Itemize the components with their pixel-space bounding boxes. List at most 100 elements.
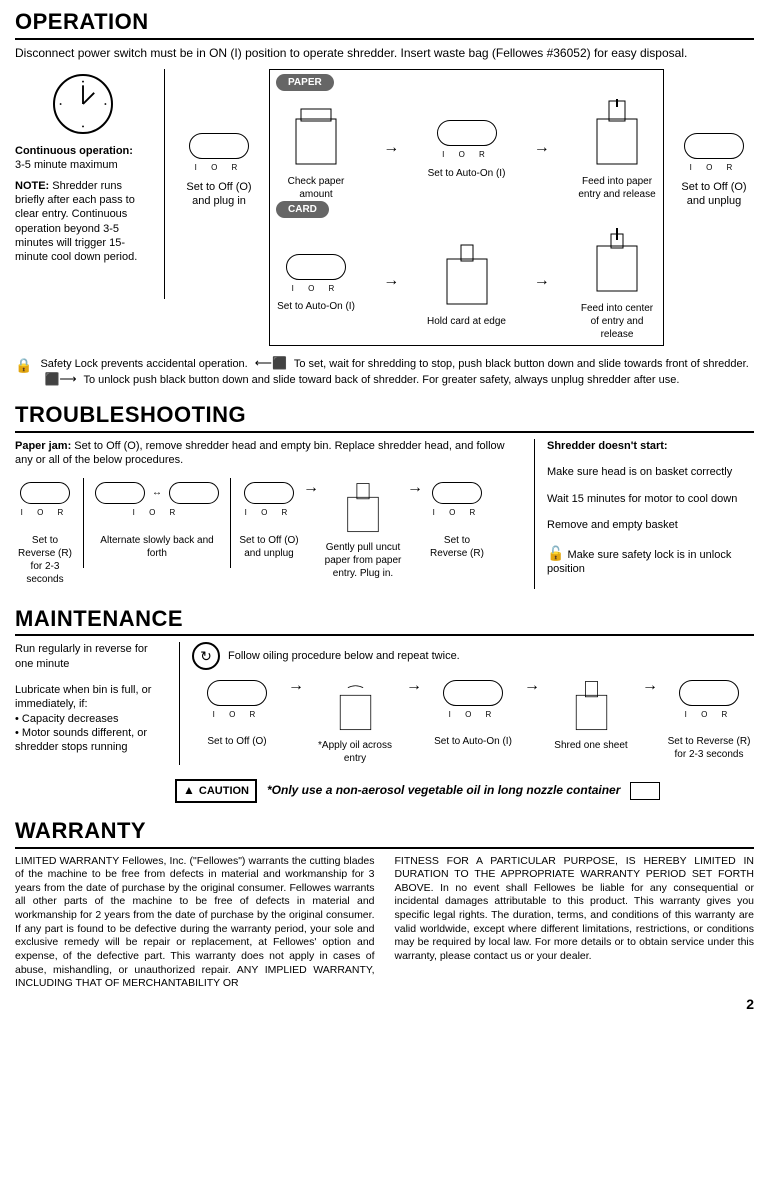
switch-icon: [432, 482, 482, 504]
maint-step-5: I O R Set to Reverse (R) for 2-3 seconds: [664, 676, 754, 760]
arrow-icon: →: [642, 676, 658, 697]
paper-step-2: I O R Set to Auto-On (I): [427, 116, 507, 179]
paper-step-3: Feed into paper entry and release: [577, 95, 657, 201]
shredder-icon: [286, 99, 346, 171]
shredder-icon: [587, 99, 647, 171]
arrow-icon: →: [383, 138, 399, 159]
arrow-icon: →: [534, 138, 550, 159]
ts-step-5: I O R Set to Reverse (R): [427, 478, 487, 560]
ts-step-2: ↔ I O R Alternate slowly back and forth: [92, 478, 222, 560]
paper-jam-text: Set to Off (O), remove shredder head and…: [15, 440, 505, 466]
clock-icon: [53, 74, 113, 134]
lubricate-intro: Lubricate when bin is full, or immediate…: [15, 683, 167, 712]
safety-line1b: To set, wait for shredding to stop, push…: [294, 358, 749, 370]
shredder-icon: [437, 239, 497, 311]
ts-step-3: I O R Set to Off (O) and unplug: [239, 478, 299, 560]
arrow-icon: →: [303, 478, 319, 499]
shredder-icon: [338, 482, 388, 537]
switch-icon: [684, 133, 744, 159]
arrow-icon: →: [524, 676, 540, 697]
maintenance-right: ↻ Follow oiling procedure below and repe…: [192, 642, 754, 765]
shredder-icon: [564, 680, 619, 735]
note-label: NOTE:: [15, 180, 49, 192]
continuous-text: 3-5 minute maximum: [15, 158, 150, 172]
operation-plugin-col: I O R Set to Off (O) and plug in: [179, 69, 259, 208]
arrow-icon: ↔: [152, 486, 162, 499]
operation-unplug-col: I O R Set to Off (O) and unplug: [674, 69, 754, 208]
arrow-icon: →: [407, 478, 423, 499]
warning-icon: ▲: [183, 783, 195, 799]
lock-icon: 🔒: [15, 356, 32, 374]
warranty-title: WARRANTY: [15, 817, 754, 849]
caution-text: *Only use a non-aerosol vegetable oil in…: [267, 783, 620, 799]
shredder-icon: [587, 226, 647, 298]
arrow-icon: →: [406, 676, 422, 697]
safety-line2: To unlock push black button down and sli…: [83, 374, 679, 386]
safety-line1: Safety Lock prevents accidental operatio…: [40, 358, 247, 370]
oil-bottle-icon: [630, 782, 660, 800]
switch-icon: [207, 680, 267, 706]
switch-icon: [437, 120, 497, 146]
ts-step-1: I O R Set to Reverse (R) for 2-3 seconds: [15, 478, 75, 586]
page-number: 2: [15, 995, 754, 1013]
paper-step-1: Check paper amount: [276, 95, 356, 201]
troubleshooting-left: Paper jam: Set to Off (O), remove shredd…: [15, 439, 522, 589]
switch-icon: [20, 482, 70, 504]
continuous-label: Continuous operation:: [15, 145, 133, 157]
troubleshooting-row: Paper jam: Set to Off (O), remove shredd…: [15, 439, 754, 589]
operation-row: Continuous operation: 3-5 minute maximum…: [15, 69, 754, 346]
operation-main-col: PAPER Check paper amount → I O R Set to …: [269, 69, 664, 346]
bullet-1: Capacity decreases: [15, 712, 167, 726]
maint-step-1: I O R Set to Off (O): [192, 676, 282, 747]
operation-title: OPERATION: [15, 8, 754, 40]
card-tag: CARD: [276, 201, 329, 218]
lock-icon: 🔓: [547, 545, 564, 561]
bullet-2: Motor sounds different, or shredder stop…: [15, 726, 167, 755]
note-text: Shredder runs briefly after each pass to…: [15, 180, 137, 263]
maintenance-title: MAINTENANCE: [15, 605, 754, 637]
check-1: Make sure head is on basket correctly: [547, 465, 754, 479]
switch-icon: [286, 254, 346, 280]
switch-small-icon: ⟵⬛: [255, 356, 287, 370]
doesnt-start-label: Shredder doesn't start:: [547, 439, 754, 453]
operation-notes-col: Continuous operation: 3-5 minute maximum…: [15, 69, 150, 264]
arrow-icon: →: [534, 271, 550, 292]
warranty-columns: LIMITED WARRANTY Fellowes, Inc. ("Fellow…: [15, 855, 754, 991]
caution-box: ▲ CAUTION: [175, 779, 257, 803]
switch-icon: [169, 482, 219, 504]
maint-step-3: I O R Set to Auto-On (I): [428, 676, 518, 747]
switch-icon: [95, 482, 145, 504]
switch-icon: [189, 133, 249, 159]
operation-intro: Disconnect power switch must be in ON (I…: [15, 46, 754, 62]
warranty-col-2: FITNESS FOR A PARTICULAR PURPOSE, IS HER…: [395, 855, 755, 991]
set-off-unplug: Set to Off (O) and unplug: [674, 180, 754, 209]
shredder-icon: [328, 680, 383, 735]
caution-row: ▲ CAUTION *Only use a non-aerosol vegeta…: [175, 779, 754, 803]
maint-step-4: Shred one sheet: [546, 676, 636, 752]
divider: [83, 478, 84, 568]
maint-step-2: *Apply oil across entry: [310, 676, 400, 765]
card-step-1: I O R Set to Auto-On (I): [276, 250, 356, 313]
check-3: Remove and empty basket: [547, 518, 754, 532]
switch-small-icon: ⬛⟶: [44, 372, 76, 386]
troubleshooting-right: Shredder doesn't start: Make sure head i…: [534, 439, 754, 589]
follow-oil: Follow oiling procedure below and repeat…: [228, 649, 460, 663]
switch-labels: I O R: [179, 163, 259, 173]
set-off-plugin: Set to Off (O) and plug in: [179, 180, 259, 209]
maintenance-row: Run regularly in reverse for one minute …: [15, 642, 754, 765]
troubleshooting-title: TROUBLESHOOTING: [15, 401, 754, 433]
safety-lock-row: 🔒 Safety Lock prevents accidental operat…: [15, 356, 754, 387]
warranty-col-1: LIMITED WARRANTY Fellowes, Inc. ("Fellow…: [15, 855, 375, 991]
divider: [179, 642, 180, 765]
card-step-2: Hold card at edge: [427, 235, 507, 328]
check-2: Wait 15 minutes for motor to cool down: [547, 492, 754, 506]
check-4: 🔓 Make sure safety lock is in unlock pos…: [547, 544, 754, 577]
switch-icon: [443, 680, 503, 706]
divider: [230, 478, 231, 568]
ts-step-4: Gently pull uncut paper from paper entry…: [323, 478, 403, 580]
maintenance-left: Run regularly in reverse for one minute …: [15, 642, 167, 765]
card-step-3: Feed into center of entry and release: [577, 222, 657, 341]
paper-tag: PAPER: [276, 74, 334, 91]
switch-icon: [679, 680, 739, 706]
caution-label: CAUTION: [199, 784, 249, 798]
